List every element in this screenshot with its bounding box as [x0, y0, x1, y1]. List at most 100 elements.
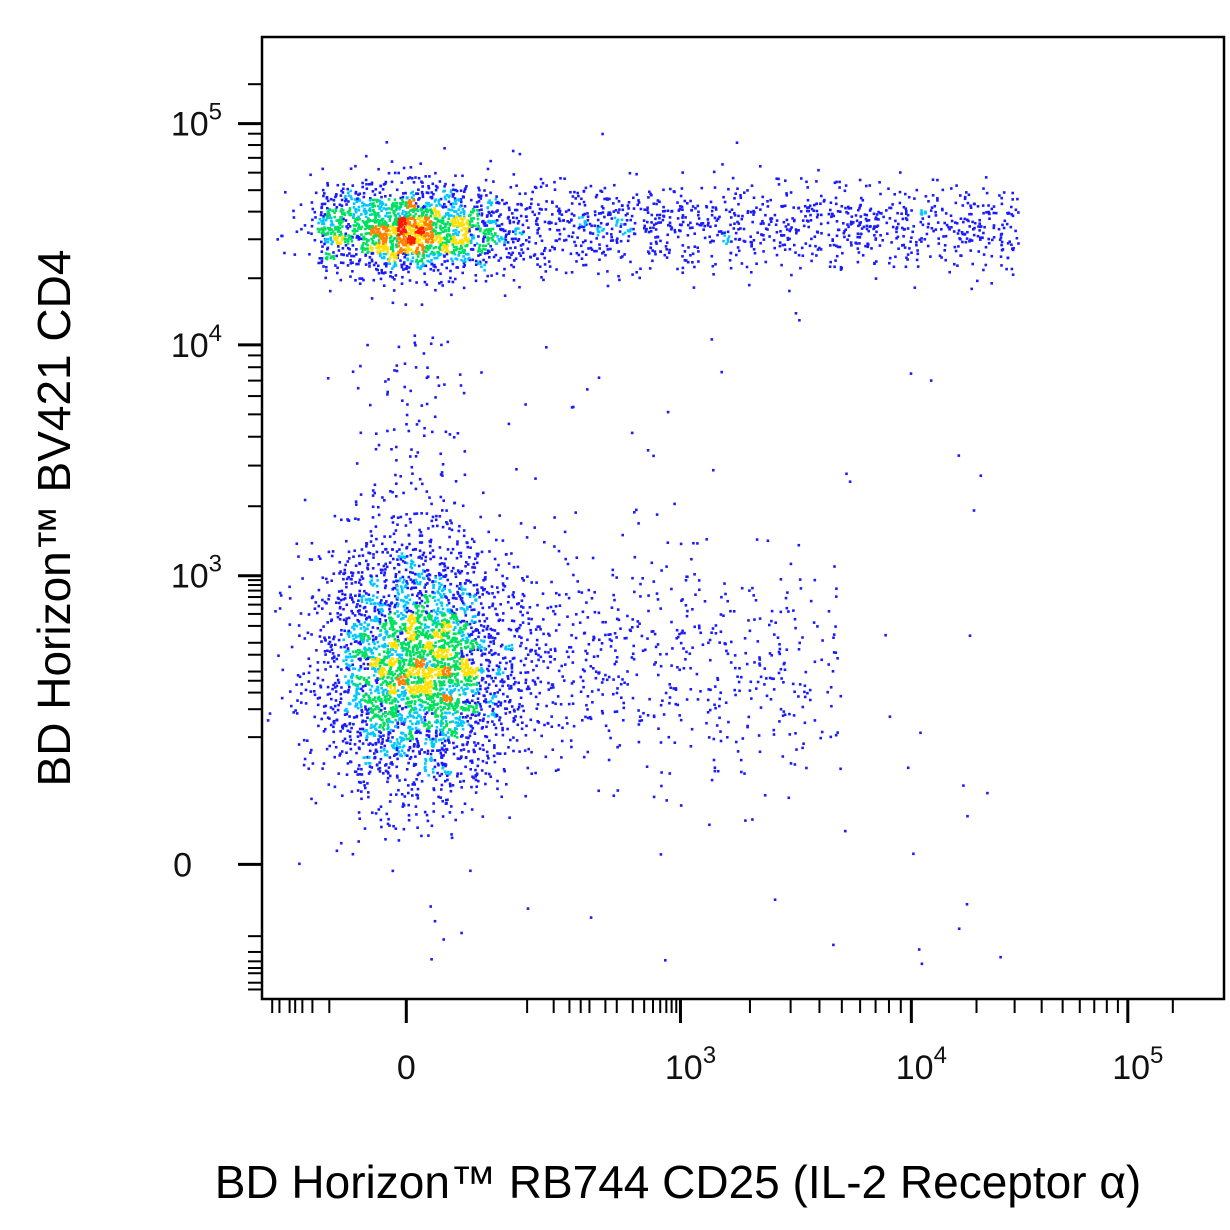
event-dot	[433, 703, 436, 706]
event-dot	[781, 205, 784, 208]
event-dot	[486, 206, 489, 209]
event-dot	[1011, 214, 1015, 218]
event-dot	[379, 205, 383, 209]
event-dot	[982, 268, 985, 272]
event-dot	[980, 236, 984, 239]
event-dot	[309, 751, 312, 754]
event-dot	[345, 603, 349, 607]
event-dot	[749, 235, 752, 238]
event-dot	[390, 744, 394, 747]
event-dot	[766, 200, 769, 203]
event-dot	[457, 208, 461, 211]
event-dot	[455, 189, 459, 193]
event-dot	[401, 649, 405, 653]
event-dot	[573, 190, 576, 194]
event-dot	[281, 668, 285, 672]
event-dot	[588, 222, 592, 226]
event-dot	[834, 259, 837, 262]
event-dot	[979, 236, 982, 240]
event-dot	[478, 619, 481, 623]
event-dot	[439, 243, 442, 246]
event-dot	[985, 191, 989, 195]
event-dot	[528, 236, 531, 239]
event-dot	[597, 212, 601, 215]
event-dot	[668, 216, 672, 219]
event-dot	[416, 681, 419, 685]
event-dot	[325, 577, 328, 581]
event-dot	[387, 817, 390, 821]
event-dot	[910, 251, 913, 254]
event-dot	[356, 234, 359, 238]
event-dot	[357, 223, 361, 227]
event-dot	[722, 195, 725, 199]
event-dot	[361, 201, 364, 205]
event-dot	[651, 259, 654, 263]
event-dot	[662, 214, 665, 218]
event-dot	[405, 768, 409, 771]
event-dot	[333, 635, 336, 639]
event-dot	[517, 238, 521, 241]
event-dot	[476, 648, 480, 652]
event-dot	[880, 212, 883, 215]
event-dot	[399, 694, 402, 697]
event-dot	[608, 211, 611, 214]
event-dot	[395, 234, 399, 237]
event-dot	[596, 224, 600, 228]
event-dot	[810, 207, 814, 211]
event-dot	[503, 267, 506, 271]
event-dot	[462, 529, 466, 532]
event-dot	[769, 220, 773, 223]
event-dot	[412, 602, 415, 606]
event-dot	[338, 234, 341, 237]
event-dot	[438, 219, 441, 223]
event-dot	[729, 266, 733, 270]
event-dot	[637, 199, 640, 202]
event-dot	[969, 249, 972, 252]
event-dot	[436, 524, 439, 528]
event-dot	[417, 234, 421, 238]
event-dot	[442, 631, 446, 635]
event-dot	[356, 603, 359, 606]
event-dot	[363, 827, 367, 830]
event-dot	[439, 272, 442, 275]
event-dot	[316, 227, 320, 231]
event-dot	[428, 246, 432, 249]
event-dot	[404, 241, 407, 245]
event-dot	[462, 655, 465, 658]
event-dot	[762, 238, 766, 241]
event-dot	[353, 227, 356, 231]
event-dot	[431, 635, 434, 639]
event-dot	[354, 594, 357, 597]
event-dot	[949, 214, 953, 217]
event-dot	[464, 626, 468, 630]
event-dot	[807, 206, 811, 209]
event-dot	[942, 235, 945, 238]
event-dot	[367, 683, 371, 686]
event-dot	[432, 742, 436, 746]
event-dot	[903, 227, 906, 231]
event-dot	[466, 572, 469, 575]
event-dot	[367, 772, 371, 775]
event-dot	[357, 227, 360, 230]
event-dot	[606, 248, 610, 251]
event-dot	[415, 581, 419, 584]
event-dot	[348, 652, 352, 656]
event-dot	[647, 250, 650, 253]
event-dot	[495, 201, 498, 205]
event-dot	[336, 242, 339, 245]
event-dot	[373, 646, 376, 650]
event-dot	[816, 213, 820, 216]
event-dot	[373, 243, 376, 246]
event-dot	[698, 223, 702, 227]
event-dot	[355, 624, 359, 628]
event-dot	[487, 633, 491, 636]
event-dot	[310, 558, 314, 561]
event-dot	[446, 707, 450, 711]
event-dot	[447, 280, 451, 283]
event-dot	[445, 699, 448, 703]
event-dot	[426, 635, 429, 638]
event-dot	[383, 220, 386, 223]
event-dot	[578, 216, 581, 220]
event-dot	[323, 226, 326, 229]
event-dot	[452, 232, 455, 236]
